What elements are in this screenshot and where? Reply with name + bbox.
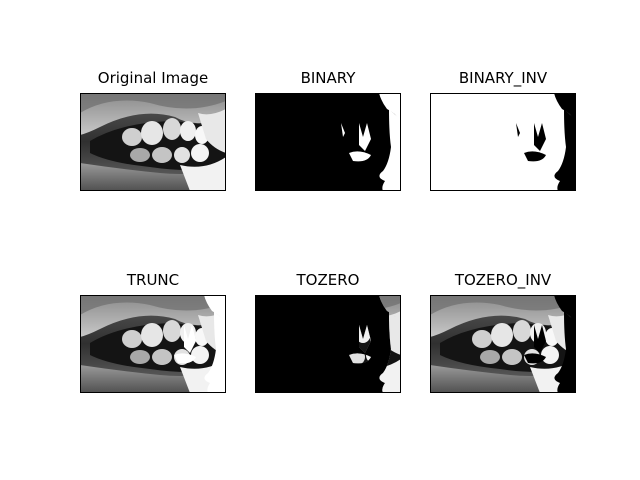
tozero-inv-image [430,295,576,393]
panel-title-tozero-inv: TOZERO_INV [454,271,552,289]
panel-title-original: Original Image [97,69,209,87]
panel-title-tozero: TOZERO [296,271,360,289]
tozero-image [255,295,401,393]
binary-image [255,93,401,191]
binary-inv-image [430,93,576,191]
trunc-image [80,295,226,393]
panel-title-trunc: TRUNC [126,271,180,289]
panel-title-binary: BINARY [300,69,356,87]
original-image [80,93,226,191]
panel-title-binary-inv: BINARY_INV [458,69,548,87]
